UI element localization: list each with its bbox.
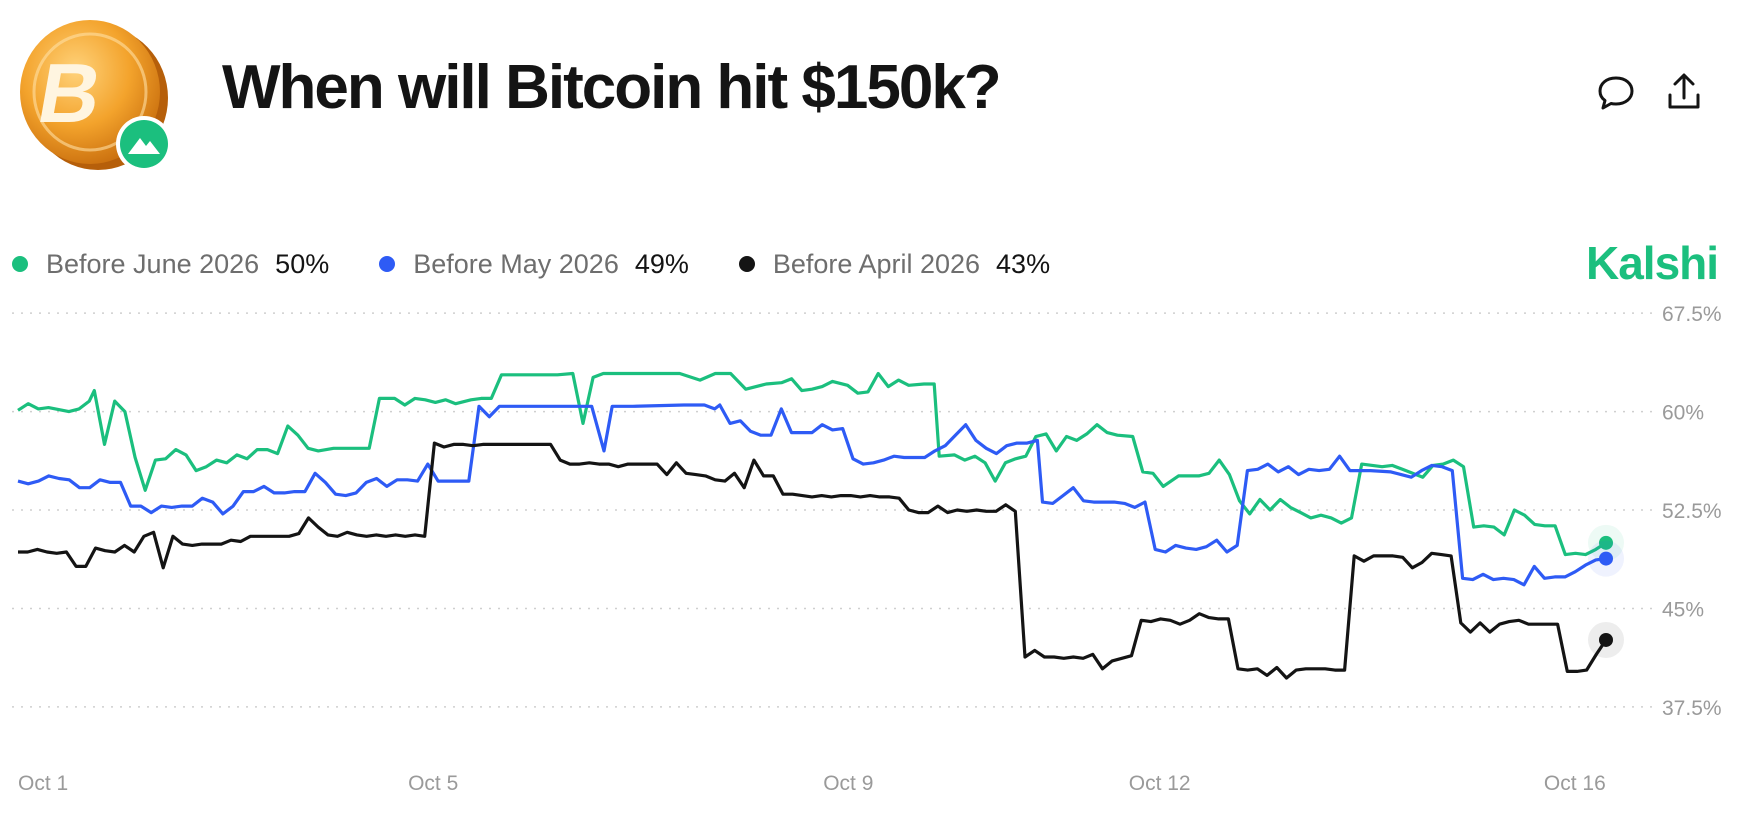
legend-label: Before April 2026 — [772, 248, 981, 279]
legend-value: 50% — [275, 248, 330, 279]
x-tick-label: Oct 5 — [408, 772, 458, 795]
series-line[interactable] — [17, 371, 1607, 557]
y-tick-label: 60% — [1662, 402, 1704, 425]
y-tick-label: 45% — [1662, 598, 1704, 621]
y-tick-label: 52.5% — [1662, 500, 1722, 523]
brand-logo: Kalshi — [1586, 237, 1719, 289]
marker-layer — [1588, 524, 1624, 658]
legend-item-june[interactable]: Before June 2026 50% — [12, 249, 329, 280]
x-tick-label: Oct 9 — [823, 772, 873, 795]
end-point-marker[interactable] — [1599, 535, 1613, 550]
x-tick-label: Oct 12 — [1129, 772, 1191, 795]
series-dot — [12, 256, 28, 272]
legend-item-may[interactable]: Before May 2026 49% — [379, 249, 689, 280]
line-chart[interactable]: 67.5% 60% 52.5% 45% 37.5% Oct 1 Oct 5 Oct 9 Oct … — [0, 300, 1752, 820]
chart-legend: Before June 2026 50% Before May 2026 49%… — [12, 246, 1100, 282]
end-point-marker[interactable] — [1599, 632, 1613, 647]
legend-label: Before May 2026 — [413, 248, 619, 279]
series-line[interactable] — [17, 403, 1607, 587]
legend-label: Before June 2026 — [46, 248, 260, 279]
label-layer: 67.5% 60% 52.5% 45% 37.5% Oct 1 Oct 5 Oct 9 Oct … — [18, 303, 1722, 795]
y-tick-label: 67.5% — [1662, 303, 1722, 326]
bitcoin-coin-icon: B — [20, 20, 172, 172]
legend-value: 49% — [634, 248, 689, 279]
share-icon[interactable] — [1662, 70, 1706, 114]
y-tick-label: 37.5% — [1662, 697, 1722, 720]
grid-layer — [12, 312, 1655, 708]
market-header: B When will Bitcoin hit $150k? — [0, 0, 1752, 190]
legend-item-april[interactable]: Before April 2026 43% — [738, 248, 1051, 280]
x-tick-label: Oct 1 — [18, 772, 68, 795]
x-tick-label: Oct 16 — [1544, 772, 1606, 795]
end-point-marker[interactable] — [1599, 551, 1613, 566]
series-layer — [17, 371, 1608, 680]
series-dot — [738, 256, 755, 272]
series-line[interactable] — [18, 441, 1608, 680]
page-title: When will Bitcoin hit $150k? — [222, 53, 1002, 122]
legend-value: 43% — [996, 248, 1051, 279]
comment-icon[interactable] — [1594, 70, 1638, 114]
series-dot — [379, 256, 396, 272]
